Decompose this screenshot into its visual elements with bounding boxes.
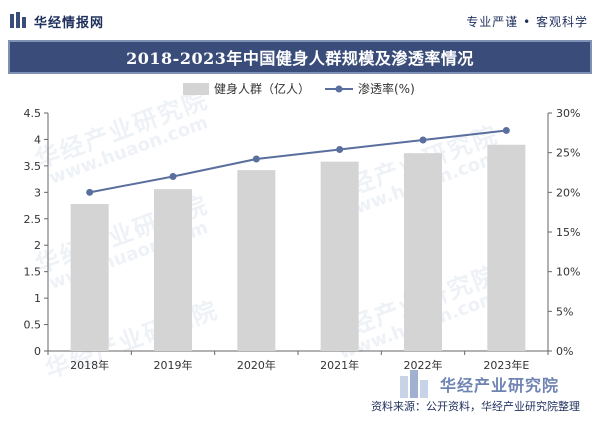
bar (487, 144, 526, 351)
y-right-tick-label: 30% (556, 107, 580, 120)
y-left-tick-label: 4.5 (24, 107, 42, 120)
y-right-tick-label: 25% (556, 147, 580, 160)
line-point (336, 145, 344, 153)
y-right-tick-label: 10% (556, 266, 580, 279)
y-left-tick-label: 0 (34, 345, 41, 358)
y-left-tick-label: 3 (34, 186, 41, 199)
chart: 0 0.5 1 1.5 2 2.5 3 3.5 4 4.5 0% 5% 10% 15% 20% 25% 30% 2… (24, 81, 581, 372)
chart-title: 2018-2023年中国健身人群规模及渗透率情况 (126, 49, 474, 68)
y-left-tick-label: 2 (34, 239, 41, 252)
y-left-tick-label: 1.5 (24, 266, 42, 279)
legend-swatch-marker (335, 85, 343, 93)
y-left-tick-label: 4 (34, 133, 41, 146)
bar (320, 161, 359, 351)
x-tick-label: 2021年 (320, 358, 359, 372)
logo-icon (10, 12, 26, 28)
bar (237, 170, 276, 351)
y-right-tick-label: 20% (556, 186, 580, 199)
x-tick-label: 2020年 (237, 358, 276, 372)
brand-name: 华经产业研究院 (440, 376, 560, 395)
site-name: 华经情报网 (34, 16, 105, 31)
x-tick-label: 2018年 (70, 358, 109, 372)
bar (404, 153, 442, 351)
y-right-tick-label: 5% (556, 305, 573, 318)
y-left-tick-label: 2.5 (24, 213, 42, 226)
x-tick-label: 2023年E (483, 358, 529, 372)
line-point (252, 155, 260, 163)
line-point (86, 188, 94, 196)
y-right-tick-label: 15% (556, 226, 580, 239)
bar (70, 203, 109, 351)
legend-swatch-bar (183, 83, 209, 95)
y-left-tick-label: 1 (34, 292, 41, 305)
x-tick-label: 2019年 (154, 358, 193, 372)
y-right-tick-label: 0% (556, 345, 573, 358)
bar (154, 189, 192, 351)
line-point (502, 126, 510, 134)
legend-label-bar: 健身人群（亿人） (214, 81, 310, 96)
line-point (419, 136, 427, 144)
y-left-tick-label: 0.5 (24, 319, 42, 332)
x-tick-label: 2022年 (404, 358, 443, 372)
y-left-tick-label: 3.5 (24, 160, 42, 173)
source-note: 资料来源：公开资料，华经产业研究院整理 (371, 400, 580, 413)
line-point (169, 172, 177, 180)
brand-logo-icon (400, 370, 428, 398)
slogan: 专业严谨 • 客观科学 (466, 15, 588, 29)
legend-label-line: 渗透率(%) (358, 81, 415, 96)
title-bar: 2018-2023年中国健身人群规模及渗透率情况 (8, 40, 592, 74)
top-header: 华经情报网 专业严谨 • 客观科学 (0, 0, 600, 40)
line-series (89, 129, 507, 194)
